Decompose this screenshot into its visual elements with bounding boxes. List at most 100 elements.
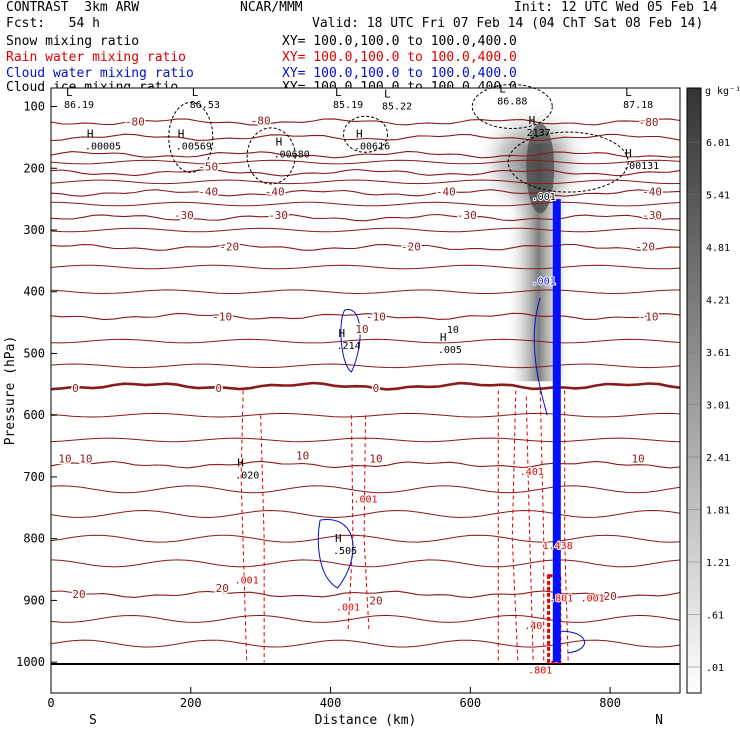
extremum-value: 87.18 [623,100,653,111]
isotherm-minor [50,363,681,369]
y-tick-label: 200 [23,161,45,175]
isotherm-label: -20 [219,241,239,254]
legend-cloudwater-xy: XY= 100.0,100.0 to 100.0,400.0 [282,66,517,81]
extremum-symbol: H [276,136,283,149]
extremum-symbol: L [66,86,73,99]
extremum-symbol: H [440,331,447,344]
legend-cloudwater-name: Cloud water mixing ratio [6,66,194,81]
isotherm-minor [50,338,681,344]
contour-label: .801 [528,666,552,677]
extremum-value: 86.53 [190,100,220,111]
x-axis-label: Distance (km) [315,713,417,728]
rain-contour [525,396,534,663]
colorbar-label: .61 [706,611,724,622]
isotherm-minor [50,614,681,623]
cloudwater-core [552,199,561,663]
isotherm-minor [50,534,681,543]
isotherm-label: 10 [446,323,459,336]
colorbar-label: 1.21 [706,558,730,569]
isotherm-label: -40 [198,186,218,199]
x-endpoint-right: N [655,713,663,728]
contour-label: .001 [532,192,556,203]
isotherm--30 [50,213,680,222]
isotherm-label: 0 [215,382,222,395]
extremum-value: .020 [235,471,259,482]
rain-contour [539,390,545,663]
isotherm--40 [50,189,681,197]
y-tick-label: 300 [23,223,45,237]
isotherm-minor [50,227,681,233]
colorbar-label: .01 [706,663,724,674]
contour-label: .001 [581,593,605,604]
isotherm-label: -40 [642,186,662,199]
isotherm-20 [50,590,681,599]
rain-contour [363,415,370,632]
forecast-hour: Fcst: 54 h [6,16,100,31]
extremum-symbol: H [625,147,632,160]
isotherm-label: -40 [436,186,456,199]
legend-rain-name: Rain water mixing ratio [6,50,187,65]
isotherm-label: 10 [296,449,309,462]
extremum-value: .00680 [274,150,310,161]
y-tick-label: 800 [23,532,45,546]
y-tick-label: 400 [23,285,45,299]
extremum-value: .00616 [354,141,390,152]
isotherm-label: 20 [369,594,382,607]
contour-label: .401 [520,467,544,478]
cloudwater-contour-lower [317,519,354,589]
contour-label: 1.438 [543,541,573,552]
x-endpoint-left: S [89,713,97,728]
extremum-value: 85.19 [333,100,363,111]
org-title: NCAR/MMM [240,0,303,15]
isotherm-label: -80 [639,116,659,129]
isotherm-minor [50,485,681,494]
rain-contour [260,415,265,663]
x-tick-label: 400 [320,696,342,710]
x-tick-label: 200 [180,696,202,710]
colorbar-label: 2.41 [706,453,730,464]
contour-label: .801 [549,593,573,604]
contour-label: 10 [447,325,459,336]
extremum-value: 2137 [527,128,551,139]
isotherm-minor [50,201,681,207]
model-title: CONTRAST 3km ARW [6,0,140,15]
isotherm-label: 0 [72,382,79,395]
extremum-symbol: H [178,127,185,140]
contour-label: .40 [524,621,542,632]
isotherm-label: -30 [268,209,288,222]
isotherm-label: -80 [125,115,145,128]
extremum-value: 86.88 [497,96,527,107]
isotherm-label: -10 [212,310,232,323]
rain-contour [240,390,248,663]
rain-contour [511,390,519,663]
isotherm-0 [50,381,681,391]
colorbar [686,87,702,694]
y-tick-label: 700 [23,470,45,484]
isotherm-label: 20 [216,582,229,595]
isotherm--60 [50,150,681,159]
contour-label: .001 [336,603,360,614]
extremum-value: .00569 [176,141,212,152]
extremum-symbol: H [529,114,536,127]
extremum-value: .00131 [623,161,659,172]
isotherm--70 [50,133,681,142]
snow-shade-max [526,123,555,214]
isotherm-label: -20 [635,241,655,254]
isotherm-minor [50,559,681,568]
extremum-symbol: L [192,86,199,99]
x-tick-label: 600 [459,696,481,710]
legend-snow-name: Snow mixing ratio [6,34,140,49]
contour-label: .001 [353,495,377,506]
rain-contour [564,390,569,663]
extremum-value: .505 [333,546,357,557]
colorbar-label: 1.81 [706,506,730,517]
extremum-value: 86.19 [64,100,94,111]
y-tick-label: 100 [23,100,45,114]
y-axis-label: Pressure (hPa) [3,336,18,446]
isotherm-label: -80 [251,115,271,128]
colorbar-label: 3.01 [706,401,730,412]
x-tick-label: 800 [599,696,621,710]
isotherm--10 [50,312,681,321]
cloudwater-contour-surface [561,630,586,654]
